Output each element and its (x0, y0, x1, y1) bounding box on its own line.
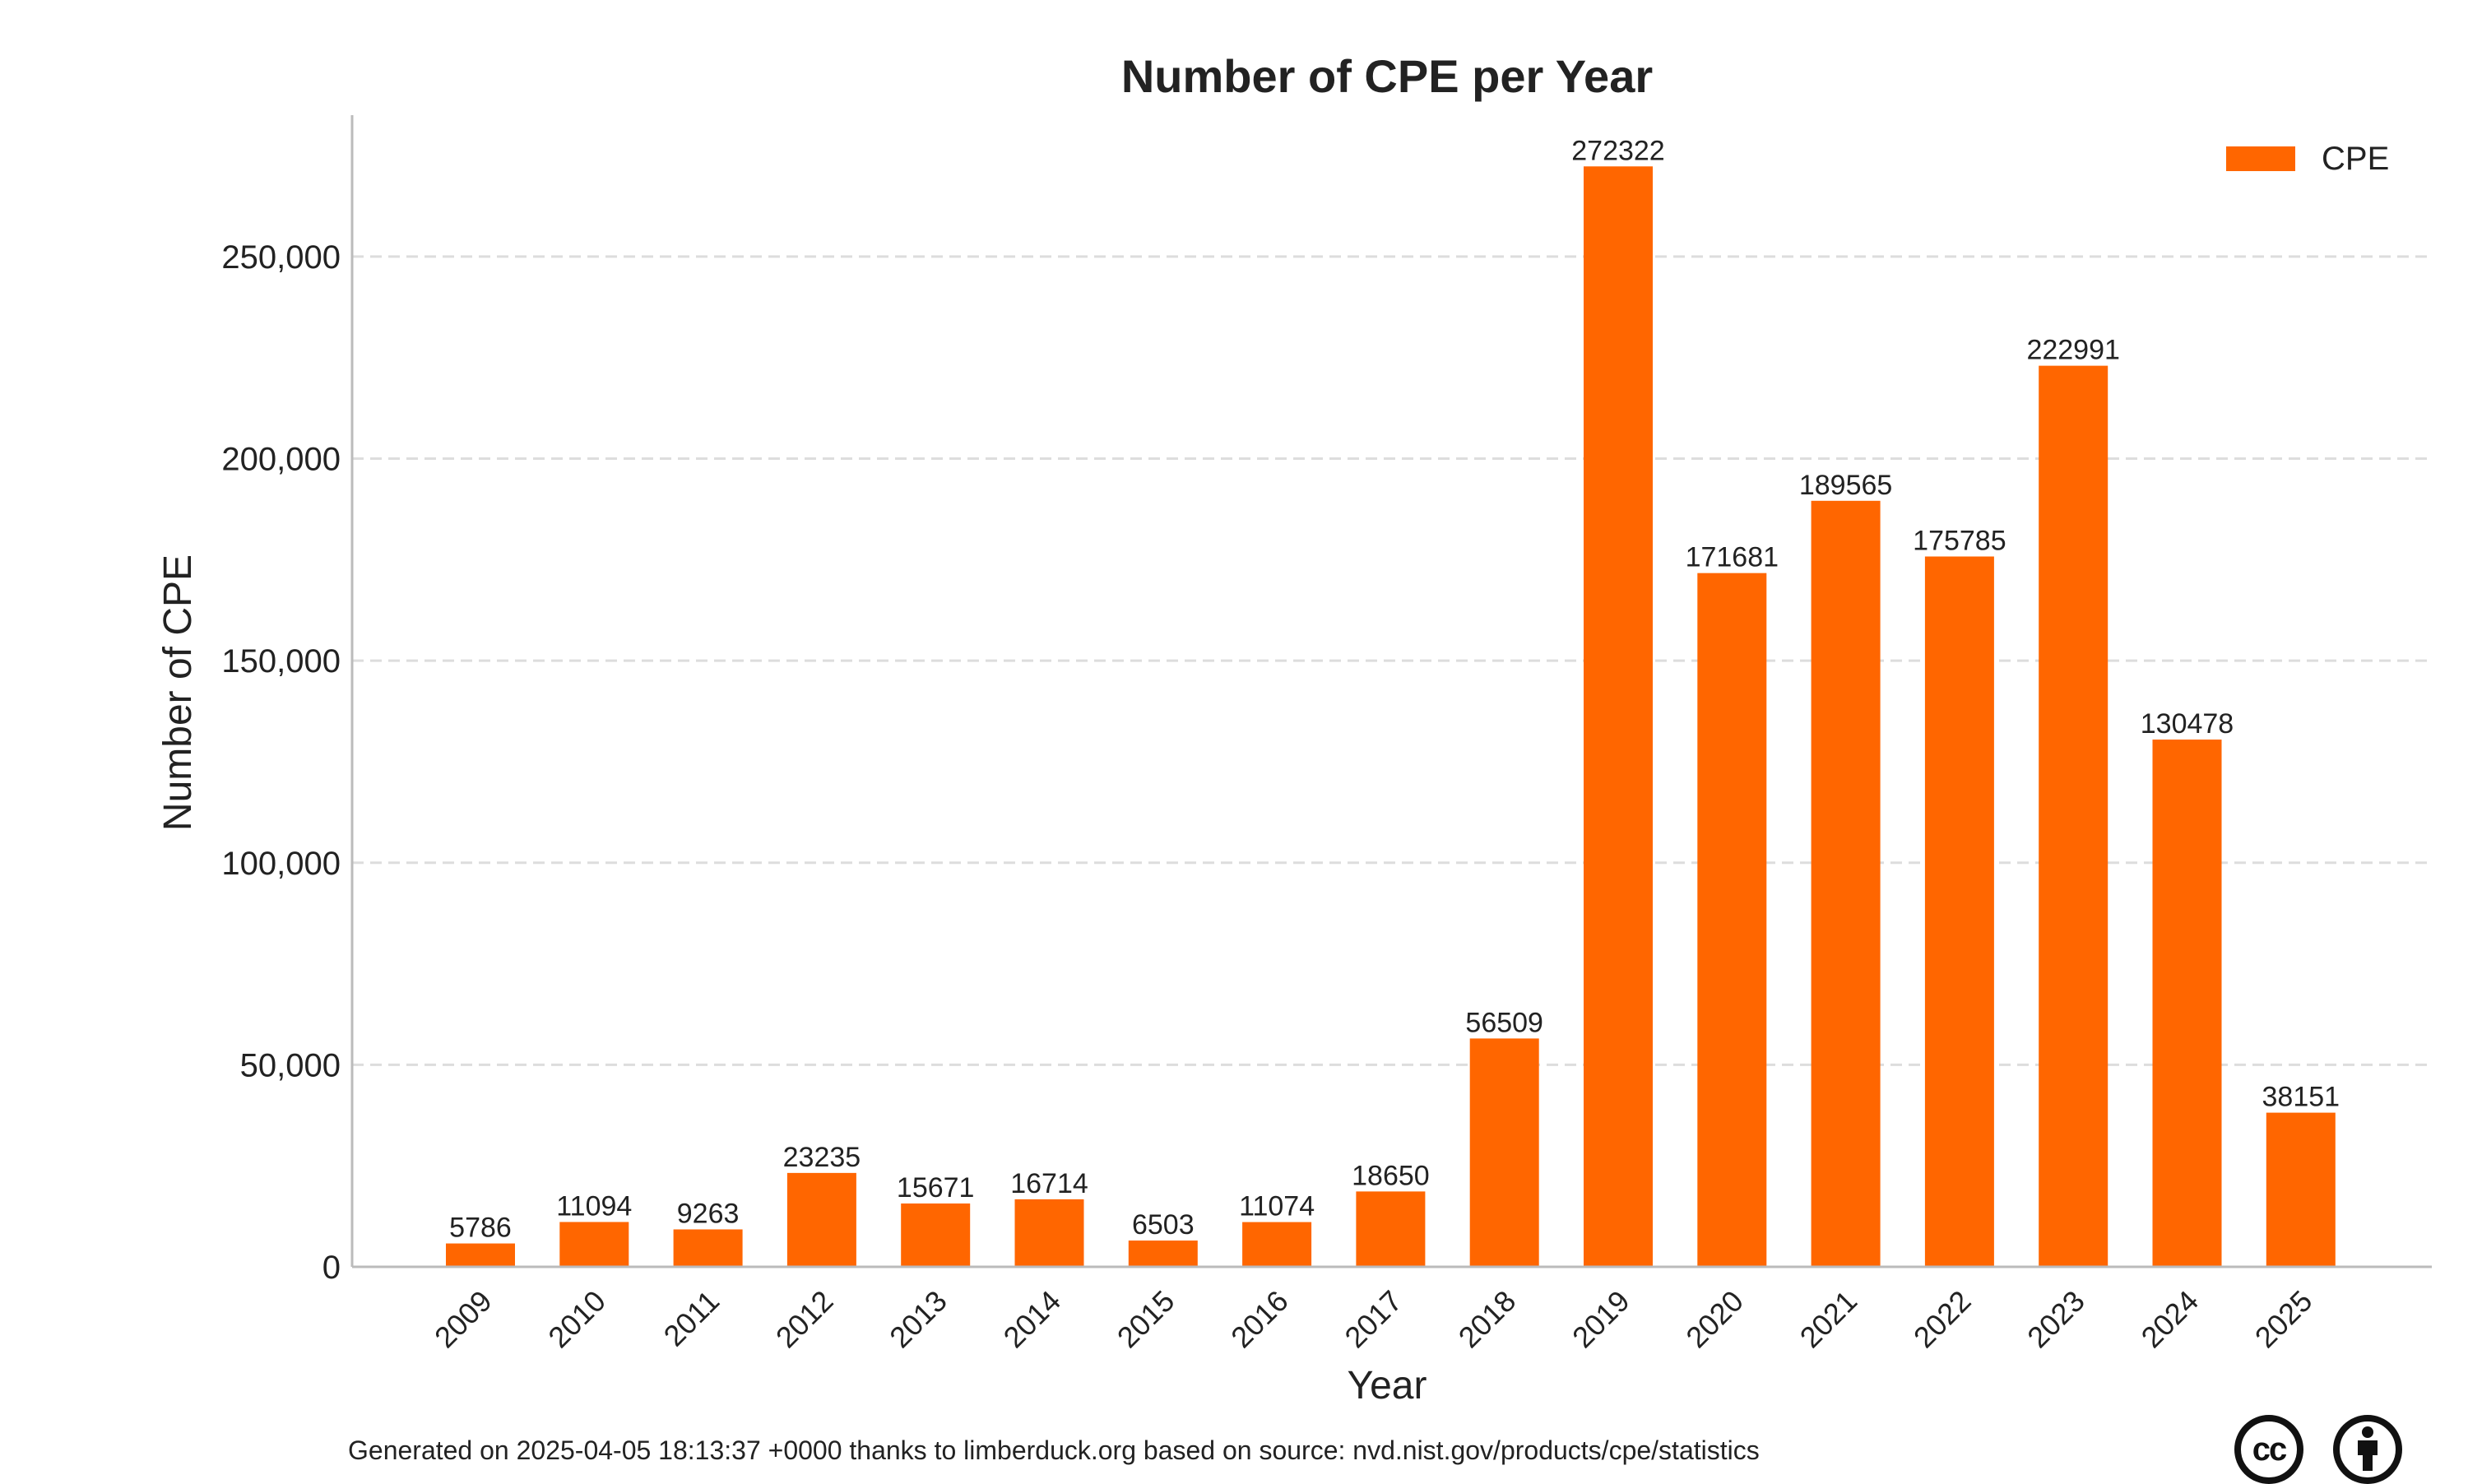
bars (446, 166, 2336, 1268)
x-tick-label: 2018 (1452, 1284, 1523, 1355)
bar (1469, 1038, 1539, 1267)
bar (1811, 500, 1881, 1267)
x-tick-label: 2009 (428, 1284, 499, 1355)
y-tick-label: 250,000 (221, 239, 341, 276)
x-tick-label: 2012 (769, 1284, 840, 1355)
bar (1242, 1222, 1312, 1267)
legend-swatch (2226, 146, 2295, 171)
x-tick-label: 2015 (1111, 1284, 1181, 1355)
cc-badge-text: cc (2252, 1431, 2287, 1468)
bar-value-label: 11094 (556, 1191, 632, 1222)
bar-value-labels: 5786 11094 9263 23235 15671 16714 6503 11074 186… (449, 135, 2340, 1243)
x-axis-label: Year (1348, 1364, 1427, 1407)
bar-value-label: 272322 (1571, 135, 1664, 166)
x-tick-label: 2023 (2020, 1284, 2091, 1355)
bar (901, 1203, 971, 1267)
bar-value-label: 175785 (1913, 525, 2006, 556)
x-tick-label: 2022 (1907, 1284, 1978, 1355)
bar-value-label: 16714 (1010, 1168, 1088, 1199)
bar-value-label: 38151 (2262, 1082, 2340, 1113)
y-tick-label: 0 (322, 1250, 341, 1286)
bar-value-label: 23235 (783, 1142, 861, 1173)
y-tick-label: 200,000 (221, 442, 341, 478)
bar (1584, 166, 1653, 1268)
x-tick-label: 2016 (1224, 1284, 1295, 1355)
bar (1924, 556, 1994, 1267)
x-tick-label: 2025 (2248, 1284, 2319, 1355)
bar (786, 1172, 856, 1267)
bar (1356, 1191, 1426, 1267)
x-tick-label: 2020 (1679, 1284, 1750, 1355)
x-tick-label: 2024 (2135, 1284, 2206, 1355)
y-tick-label: 100,000 (221, 846, 341, 882)
bar (1697, 573, 1767, 1267)
x-tick-label: 2019 (1566, 1284, 1636, 1355)
gridlines (352, 255, 2432, 1066)
bar-value-label: 189565 (1799, 470, 1892, 501)
y-tick-label: 50,000 (240, 1047, 341, 1083)
bar (446, 1243, 515, 1267)
x-tick-label: 2010 (541, 1284, 612, 1355)
y-tick-labels: 0 50,000 100,000 150,000 200,000 250,000 (221, 239, 341, 1286)
footer-text: Generated on 2025-04-05 18:13:37 +0000 t… (348, 1435, 1760, 1465)
bar-value-label: 56509 (1465, 1007, 1543, 1038)
bar (559, 1222, 629, 1267)
bar-value-label: 9263 (677, 1198, 740, 1229)
bar (1128, 1241, 1198, 1267)
x-tick-labels: 2009 2010 2011 2012 2013 2014 2015 2016 2017 2018… (428, 1284, 2318, 1355)
bar-value-label: 5786 (449, 1213, 512, 1244)
cc-icon: cc (2234, 1415, 2303, 1484)
x-tick-label: 2014 (997, 1284, 1068, 1355)
by-attribution-icon (2333, 1415, 2402, 1484)
chart-title: Number of CPE per Year (1121, 50, 1653, 102)
bar-value-label: 18650 (1352, 1160, 1430, 1191)
bar-value-label: 15671 (897, 1172, 975, 1203)
axes (350, 115, 2432, 1268)
person-glyph (2358, 1426, 2378, 1471)
bar (2266, 1112, 2336, 1267)
bar (1014, 1199, 1084, 1267)
bar-value-label: 171681 (1686, 542, 1779, 573)
bar-value-label: 11074 (1239, 1191, 1315, 1222)
y-tick-label: 150,000 (221, 643, 341, 679)
legend: CPE (2226, 141, 2389, 177)
bar-value-label: 130478 (2141, 708, 2234, 740)
x-tick-label: 2017 (1338, 1284, 1408, 1355)
bar (2039, 365, 2108, 1268)
y-axis-label: Number of CPE (156, 554, 200, 831)
x-tick-label: 2013 (883, 1284, 953, 1355)
bar-value-label: 222991 (2026, 335, 2119, 366)
bar (673, 1229, 743, 1267)
bar-value-label: 6503 (1132, 1209, 1195, 1241)
x-tick-label: 2021 (1793, 1284, 1864, 1355)
x-tick-label: 2011 (657, 1284, 726, 1353)
bar (2152, 740, 2222, 1267)
legend-label: CPE (2322, 141, 2389, 177)
